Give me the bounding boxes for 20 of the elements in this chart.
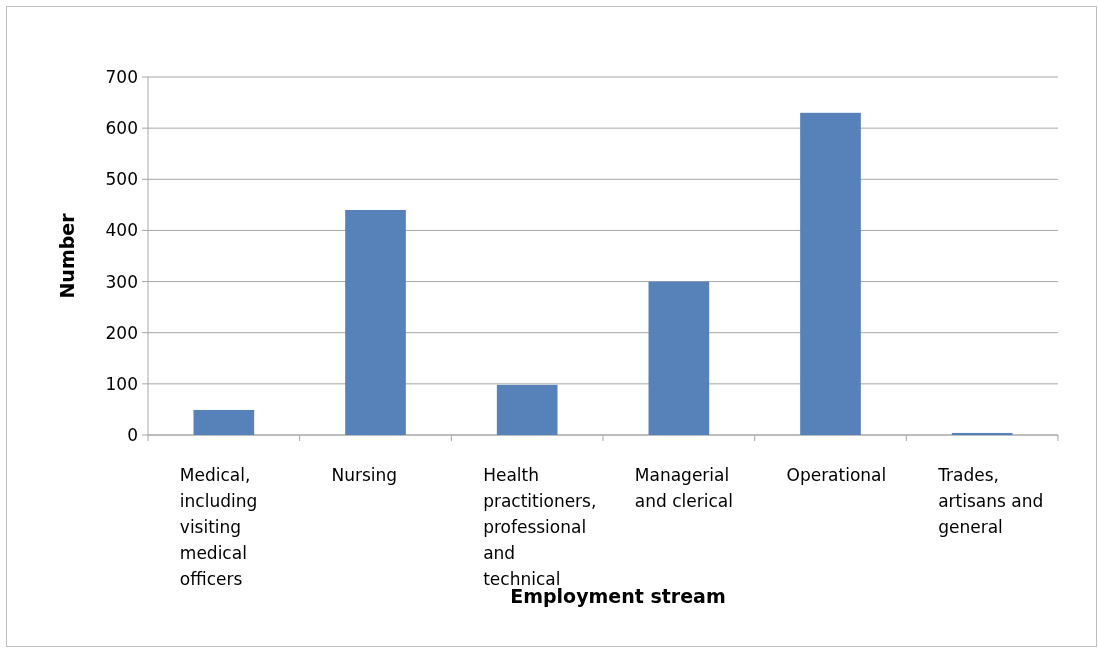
bar: [951, 432, 1013, 435]
y-axis-title: Number: [56, 212, 78, 299]
bar: [800, 112, 861, 435]
x-tick-label: Trades, artisans and general: [937, 465, 1044, 537]
bar: [648, 281, 710, 435]
x-tick-label: Operational: [786, 465, 887, 485]
y-tick-label: 300: [105, 271, 138, 292]
y-tick-label: 400: [105, 220, 138, 241]
y-tick-label: 200: [105, 322, 138, 343]
bar: [193, 409, 255, 435]
bar: [496, 384, 558, 435]
y-tick-label: 600: [105, 118, 138, 139]
y-tick-label: 500: [105, 169, 138, 190]
y-tick-label: 0: [127, 424, 138, 445]
y-tick-label: 100: [105, 373, 138, 394]
x-tick-label: Nursing: [331, 465, 398, 485]
bar: [345, 209, 406, 435]
x-tick-label: Managerial and clerical: [634, 465, 733, 511]
y-tick-label: 700: [105, 66, 138, 87]
x-tick-label: Medical, including visiting medical officers: [179, 465, 258, 589]
